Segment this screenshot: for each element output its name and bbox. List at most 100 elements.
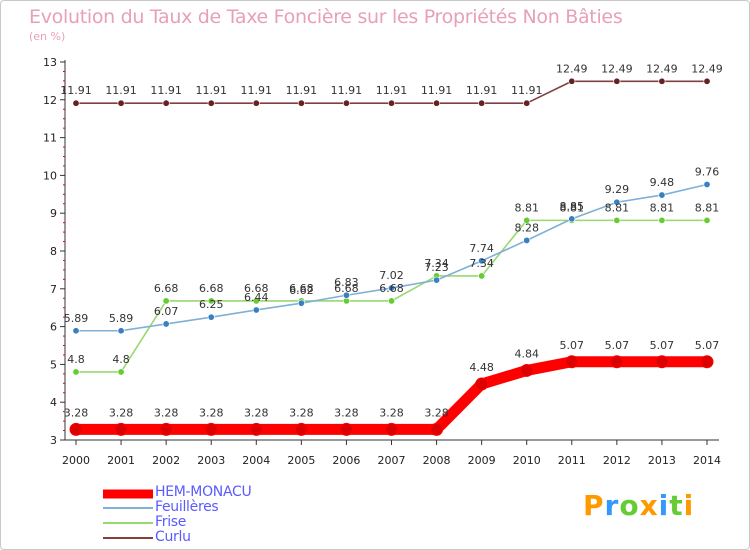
- data-point: [568, 77, 576, 85]
- data-label: 11.91: [241, 84, 273, 97]
- data-point: [207, 99, 215, 107]
- data-label: 11.91: [511, 84, 543, 97]
- data-point: [162, 320, 170, 328]
- data-label: 6.68: [379, 282, 404, 295]
- x-tick-label: 2005: [287, 454, 315, 467]
- data-label: 7.34: [424, 257, 449, 270]
- logo-letter: P: [583, 489, 605, 522]
- data-label: 6.68: [289, 282, 314, 295]
- logo-letter: i: [658, 489, 670, 522]
- data-point: [700, 355, 714, 369]
- data-label: 4.84: [514, 347, 539, 360]
- x-tick-label: 2000: [62, 454, 90, 467]
- data-label: 8.81: [650, 201, 675, 214]
- data-point: [613, 77, 621, 85]
- data-point: [523, 216, 531, 224]
- data-label: 9.76: [695, 165, 720, 178]
- x-tick-label: 2002: [152, 454, 180, 467]
- data-point: [385, 422, 398, 436]
- data-label: 6.68: [244, 282, 269, 295]
- logo-letter: x: [639, 489, 659, 522]
- data-point: [342, 291, 350, 299]
- logo-letter: r: [604, 489, 620, 522]
- data-label: 7.02: [379, 269, 404, 282]
- data-point: [658, 216, 666, 224]
- x-tick-label: 2013: [648, 454, 676, 467]
- x-tick-label: 2004: [242, 454, 270, 467]
- data-point: [658, 77, 666, 85]
- data-point: [69, 422, 83, 436]
- data-point: [252, 306, 260, 314]
- data-label: 11.91: [60, 84, 92, 97]
- data-label: 3.28: [334, 406, 359, 419]
- data-label: 11.91: [376, 84, 408, 97]
- legend-label: HEM-MONACU: [155, 484, 252, 500]
- data-label: 5.07: [560, 339, 585, 352]
- data-label: 4.8: [67, 353, 85, 366]
- data-point: [339, 422, 353, 436]
- data-label: 6.44: [244, 291, 269, 304]
- data-label: 11.91: [466, 84, 498, 97]
- data-point: [433, 276, 441, 284]
- data-point: [475, 377, 489, 391]
- data-point: [703, 180, 711, 188]
- legend-label: Frise: [155, 514, 187, 530]
- data-label: 4.8: [112, 353, 130, 366]
- data-point: [204, 422, 218, 436]
- data-label: 12.49: [556, 62, 588, 75]
- data-label: 11.91: [195, 84, 227, 97]
- data-label: 6.62: [289, 284, 314, 297]
- data-label: 8.81: [560, 201, 585, 214]
- data-label: 6.68: [199, 282, 224, 295]
- data-label: 3.28: [154, 406, 179, 419]
- y-tick-label: 12: [43, 94, 57, 107]
- data-label: 3.28: [244, 406, 269, 419]
- data-point: [249, 422, 263, 436]
- proxiti-logo: Proxiti: [583, 489, 694, 522]
- data-label: 7.23: [424, 261, 449, 274]
- data-point: [159, 422, 173, 436]
- data-point: [297, 99, 305, 107]
- data-point: [568, 215, 576, 223]
- data-point: [387, 297, 395, 305]
- data-point: [655, 355, 669, 369]
- data-point: [207, 313, 215, 321]
- y-tick-label: 10: [43, 169, 57, 182]
- data-point: [613, 198, 621, 206]
- legend-swatch: [103, 489, 153, 499]
- data-point: [162, 297, 170, 305]
- data-label: 11.91: [150, 84, 182, 97]
- data-label: 9.29: [605, 183, 630, 196]
- data-point: [478, 99, 486, 107]
- data-label: 11.91: [331, 84, 363, 97]
- data-point: [520, 363, 534, 377]
- data-label: 5.07: [695, 339, 720, 352]
- y-tick-label: 6: [50, 321, 57, 334]
- data-point: [703, 77, 711, 85]
- legend-label: Curlu: [155, 529, 191, 545]
- data-point: [523, 99, 531, 107]
- data-label: 3.28: [199, 406, 224, 419]
- y-tick-label: 8: [50, 245, 57, 258]
- y-tick-label: 3: [50, 434, 57, 447]
- y-tick-label: 11: [43, 132, 57, 145]
- y-tick-label: 4: [50, 396, 57, 409]
- data-point: [433, 99, 441, 107]
- legend-swatch: [103, 507, 153, 509]
- data-point: [207, 297, 215, 305]
- logo-letter: t: [669, 489, 684, 522]
- data-label: 3.28: [109, 406, 134, 419]
- data-label: 8.85: [560, 200, 585, 213]
- y-tick-label: 13: [43, 56, 57, 69]
- data-label: 6.68: [154, 282, 179, 295]
- data-label: 6.68: [334, 282, 359, 295]
- data-label: 12.49: [646, 62, 678, 75]
- y-tick-label: 5: [50, 358, 57, 371]
- data-label: 7.74: [469, 242, 494, 255]
- data-point: [523, 236, 531, 244]
- data-point: [117, 327, 125, 335]
- data-point: [117, 99, 125, 107]
- data-label: 3.28: [424, 406, 449, 419]
- logo-letter: i: [683, 489, 695, 522]
